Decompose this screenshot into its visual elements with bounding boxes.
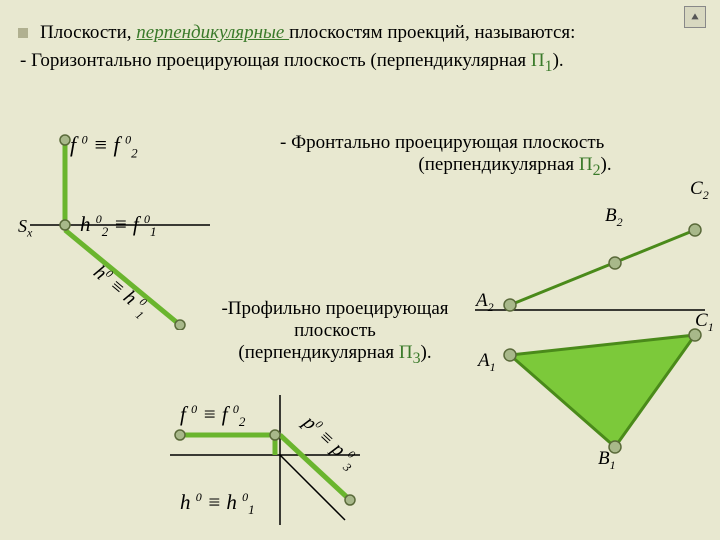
text: ). xyxy=(553,50,564,71)
text: Плоскости, xyxy=(40,22,136,43)
label-c1: C1 xyxy=(695,310,714,335)
node xyxy=(60,135,70,145)
top-edge xyxy=(510,230,695,305)
label-h0h01-b: h 0 ≡ h 01 xyxy=(180,490,255,518)
label-f0f02-b: f 0 ≡ f 02 xyxy=(180,402,245,430)
diagram-triangle xyxy=(450,195,720,465)
node xyxy=(175,320,185,330)
label-b1: B1 xyxy=(598,448,616,473)
text-frontal: - Фронтально проецирующая плоскость (пер… xyxy=(260,132,670,180)
node-c2 xyxy=(689,224,701,236)
node xyxy=(270,430,280,440)
node xyxy=(60,220,70,230)
text-emph: перпендикулярные xyxy=(136,22,289,43)
node xyxy=(175,430,185,440)
node xyxy=(345,495,355,505)
node-a2 xyxy=(504,299,516,311)
text: плоскостям проекций, называются: xyxy=(289,22,575,43)
nav-up-button[interactable] xyxy=(684,6,706,28)
label-a2: A2 xyxy=(476,290,494,315)
label-f0f02: f 0 ≡ f 02 xyxy=(70,132,138,161)
label-h02f01: h 02 ≡ f 01 xyxy=(80,212,157,240)
label-sx: Sx xyxy=(18,216,32,241)
bullet-icon xyxy=(18,28,28,38)
node-b2 xyxy=(609,257,621,269)
node-a1 xyxy=(504,349,516,361)
label-c2: C2 xyxy=(690,178,709,203)
heading-line2: - Горизонтально проецирующая плоскость (… xyxy=(20,50,564,76)
label-a1: A1 xyxy=(478,350,496,375)
text-profile: -Профильно проецирующая плоскость (перпе… xyxy=(215,298,455,368)
label-b2: B2 xyxy=(605,205,623,230)
text: П xyxy=(531,50,545,71)
text-sub: 1 xyxy=(545,58,553,75)
triangle-fill xyxy=(510,335,695,447)
heading-line1: Плоскости, перпендикулярные плоскостям п… xyxy=(40,22,575,44)
text: - Горизонтально проецирующая плоскость (… xyxy=(20,50,531,71)
